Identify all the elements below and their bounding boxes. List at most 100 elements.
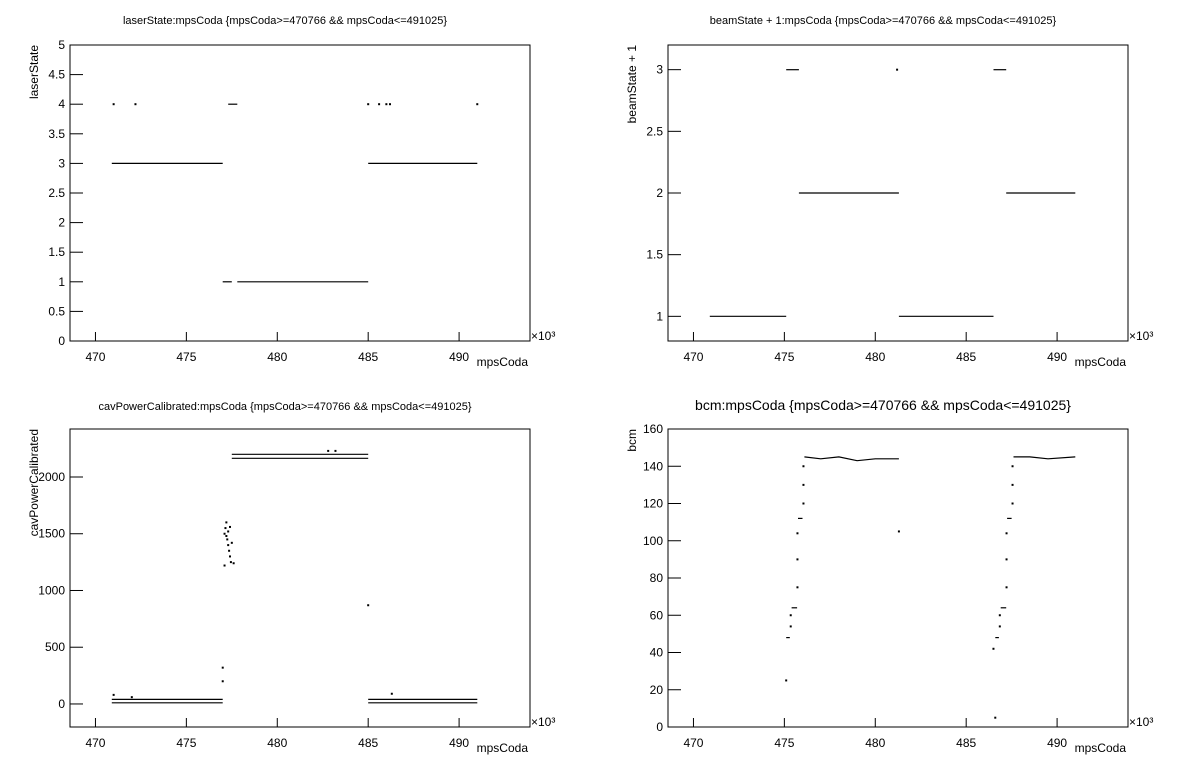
data-point <box>385 103 388 106</box>
chart-title: bcm:mpsCoda {mpsCoda>=470766 && mpsCoda<… <box>695 397 1071 413</box>
y-axis-label: beamState + 1 <box>625 45 639 124</box>
y-tick-label: 3.5 <box>48 127 65 141</box>
chart-title: beamState + 1:mpsCoda {mpsCoda>=470766 &… <box>710 15 1057 27</box>
data-point <box>224 527 227 530</box>
data-point <box>992 647 995 650</box>
y-tick-label: 140 <box>643 459 663 473</box>
y-tick-label: 100 <box>643 534 663 548</box>
x-exponent: ×10³ <box>1129 329 1153 343</box>
data-point <box>367 604 370 607</box>
y-tick-label: 1.5 <box>646 248 663 262</box>
x-tick-label: 470 <box>85 736 105 750</box>
y-tick-label: 60 <box>650 608 664 622</box>
data-point <box>112 103 115 106</box>
y-tick-label: 1.5 <box>48 245 65 259</box>
data-line <box>804 456 899 462</box>
x-tick-label: 475 <box>774 736 794 750</box>
y-axis-label: cavPowerCalibrated <box>27 429 41 536</box>
y-tick-label: 160 <box>643 422 663 436</box>
chart-title: cavPowerCalibrated:mpsCoda {mpsCoda>=470… <box>98 401 471 413</box>
y-axis-label: laserState <box>27 45 41 99</box>
data-point <box>230 541 233 544</box>
data-point <box>334 449 337 452</box>
data-point <box>112 693 115 696</box>
data-point <box>367 103 370 106</box>
y-tick-label: 0 <box>656 720 663 734</box>
x-axis-label: mpsCoda <box>477 741 529 755</box>
y-tick-label: 1 <box>656 309 663 323</box>
data-point <box>802 465 805 468</box>
data-point <box>802 502 805 505</box>
data-point <box>994 716 997 719</box>
data-point <box>796 586 799 589</box>
y-tick-label: 2.5 <box>646 124 663 138</box>
y-tick-label: 4 <box>58 97 65 111</box>
data-point <box>389 103 391 106</box>
data-point <box>1011 502 1014 505</box>
data-point <box>1011 465 1014 468</box>
data-point <box>221 680 224 683</box>
data-point <box>378 103 381 106</box>
plot-frame <box>69 44 531 342</box>
data-point <box>225 535 228 538</box>
x-axis-label: mpsCoda <box>1075 355 1127 369</box>
data-point <box>227 530 230 533</box>
y-tick-label: 1 <box>58 275 65 289</box>
y-tick-label: 2 <box>656 186 663 200</box>
y-axis-label: bcm <box>625 429 639 452</box>
x-tick-label: 470 <box>683 736 703 750</box>
y-tick-label: 2.5 <box>48 186 65 200</box>
x-axis-label: mpsCoda <box>1075 741 1127 755</box>
chart-title: laserState:mpsCoda {mpsCoda>=470766 && m… <box>123 15 447 27</box>
data-point <box>796 558 799 561</box>
data-point <box>229 561 232 564</box>
data-point <box>223 564 226 567</box>
x-exponent: ×10³ <box>531 329 555 343</box>
data-point <box>897 530 900 533</box>
data-point <box>130 696 133 699</box>
x-tick-label: 480 <box>267 736 287 750</box>
pad: beamState + 1:mpsCoda {mpsCoda>=470766 &… <box>625 15 1153 369</box>
x-exponent: ×10³ <box>531 715 555 729</box>
data-point <box>225 521 228 524</box>
y-tick-label: 40 <box>650 646 664 660</box>
pad: laserState:mpsCoda {mpsCoda>=470766 && m… <box>27 15 555 369</box>
data-point <box>327 449 330 452</box>
data-point <box>1011 483 1014 486</box>
y-tick-label: 2 <box>58 216 65 230</box>
x-tick-label: 485 <box>358 736 378 750</box>
y-tick-label: 1500 <box>38 527 65 541</box>
data-point <box>476 103 479 106</box>
y-tick-label: 0 <box>58 697 65 711</box>
data-point <box>998 625 1001 628</box>
x-tick-label: 485 <box>956 350 976 364</box>
data-point <box>998 614 1001 617</box>
x-tick-label: 485 <box>956 736 976 750</box>
data-point <box>232 562 235 565</box>
x-tick-label: 480 <box>267 350 287 364</box>
y-tick-label: 0 <box>58 334 65 348</box>
x-tick-label: 470 <box>683 350 703 364</box>
pad: cavPowerCalibrated:mpsCoda {mpsCoda>=470… <box>27 401 555 755</box>
x-tick-label: 475 <box>774 350 794 364</box>
y-tick-label: 20 <box>650 683 664 697</box>
y-tick-label: 3 <box>656 63 663 77</box>
y-tick-label: 120 <box>643 497 663 511</box>
x-tick-label: 490 <box>449 736 469 750</box>
data-point <box>229 525 231 528</box>
data-point <box>390 692 393 695</box>
x-tick-label: 490 <box>1047 736 1067 750</box>
x-tick-label: 490 <box>1047 350 1067 364</box>
x-tick-label: 475 <box>176 350 196 364</box>
data-point <box>227 544 230 547</box>
x-tick-label: 470 <box>85 350 105 364</box>
data-point <box>1005 586 1008 589</box>
data-line <box>1013 456 1076 460</box>
plot-frame <box>667 428 1129 728</box>
x-tick-label: 490 <box>449 350 469 364</box>
data-point <box>1005 532 1008 535</box>
plot-frame <box>69 428 531 728</box>
y-tick-label: 2000 <box>38 470 65 484</box>
data-point <box>229 555 231 558</box>
y-tick-label: 500 <box>45 640 65 654</box>
